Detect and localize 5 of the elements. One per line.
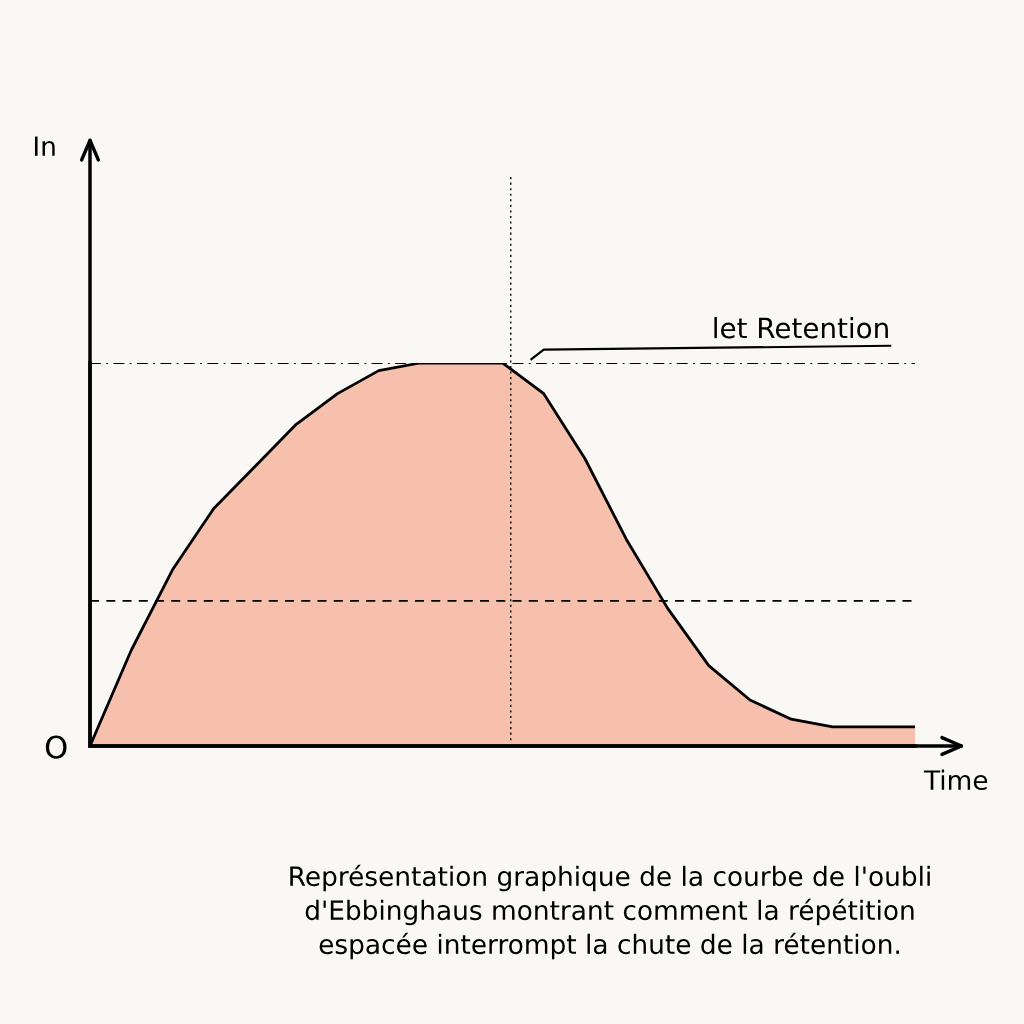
text: Représentation graphique de la courbe de l'oubli d'Ebbinghaus montrant comment la répétition espacée interrompt la chute de la rétention. — [290, 864, 930, 960]
text: O — [45, 735, 67, 759]
ref-line-label: let Retention — [714, 317, 888, 339]
text: In — [34, 136, 55, 156]
x-axis-title: Time — [923, 769, 988, 791]
